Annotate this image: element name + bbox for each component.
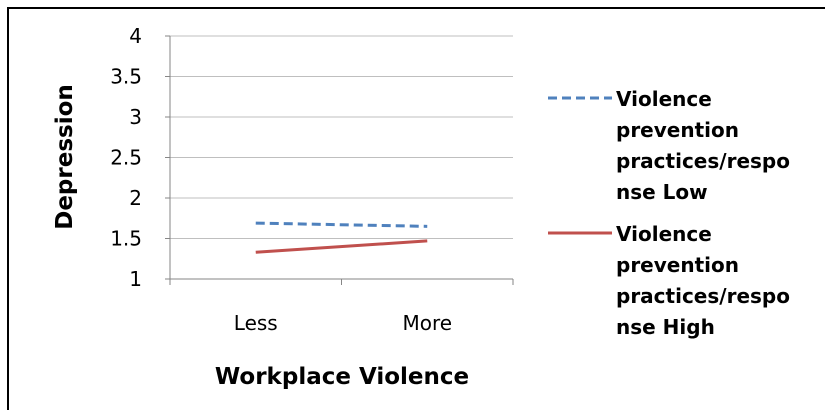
x-tick-labels: Less More xyxy=(234,311,452,335)
y-tick-label: 2 xyxy=(129,186,142,210)
chart-frame xyxy=(7,7,825,410)
legend-label-line: practices/respo xyxy=(616,284,790,308)
legend: Violence prevention practices/respo nse Low… xyxy=(548,87,790,339)
series-line-high xyxy=(255,239,428,254)
y-tick-label: 1 xyxy=(129,267,142,291)
y-tick-label: 3 xyxy=(129,105,142,129)
series-line-low xyxy=(255,221,428,228)
legend-label-line: Violence xyxy=(616,87,712,111)
legend-label-line: nse Low xyxy=(616,180,708,204)
x-tick-label: More xyxy=(402,311,452,335)
axes xyxy=(165,35,514,285)
legend-label-line: practices/respo xyxy=(616,149,790,173)
x-axis-title: Workplace Violence xyxy=(215,364,469,390)
y-tick-labels: 1 1.5 2 2.5 3 3.5 4 xyxy=(110,24,142,291)
legend-label-line: nse High xyxy=(616,315,715,339)
legend-label-line: prevention xyxy=(616,118,739,142)
legend-label-line: prevention xyxy=(616,253,739,277)
gridlines xyxy=(170,35,513,239)
x-tick-label: Less xyxy=(234,311,278,335)
series-lines xyxy=(255,221,428,254)
legend-label-line: Violence xyxy=(616,222,712,246)
y-axis-title: Depression xyxy=(52,84,78,230)
y-tick-label: 3.5 xyxy=(110,65,142,89)
y-tick-label: 1.5 xyxy=(110,227,142,251)
y-tick-label: 4 xyxy=(129,24,142,48)
y-tick-label: 2.5 xyxy=(110,146,142,170)
